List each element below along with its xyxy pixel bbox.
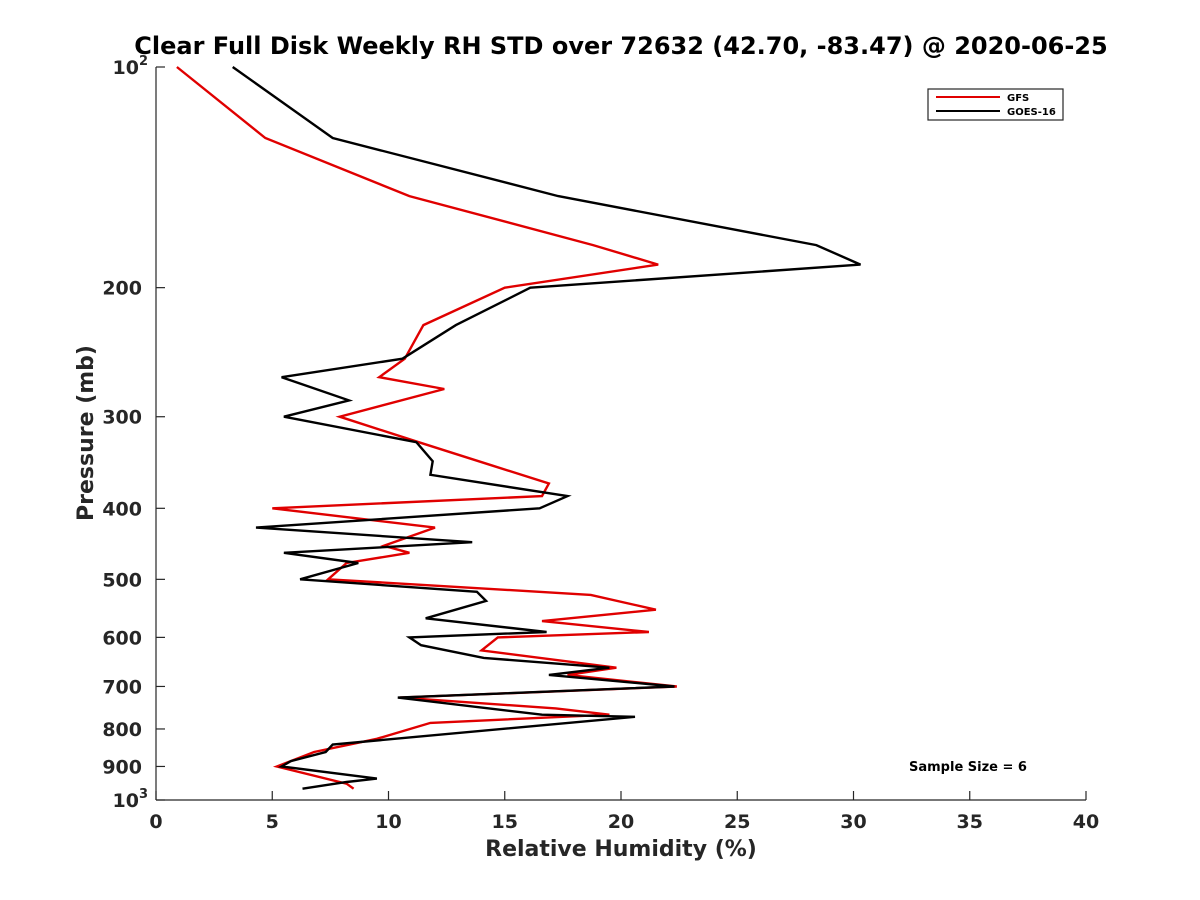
x-ticks: 0 5 10 15 20 25 30 35 40 xyxy=(149,791,1099,833)
series-line-goes16 xyxy=(232,66,861,790)
sample-size-annotation: Sample Size = 6 xyxy=(909,760,1027,775)
series-layer xyxy=(176,66,861,790)
y-tick-label: 700 xyxy=(102,676,142,698)
x-tick-label: 30 xyxy=(840,811,866,833)
legend-label-goes16: GOES-16 xyxy=(1007,107,1056,118)
y-tick-label: 300 xyxy=(102,407,142,429)
y-tick-label: 800 xyxy=(102,719,142,741)
x-axis-label: Relative Humidity (%) xyxy=(485,837,757,862)
legend-box xyxy=(927,88,1064,121)
y-tick-label: 400 xyxy=(102,498,142,520)
x-tick-label: 5 xyxy=(266,811,279,833)
y-tick-label: 600 xyxy=(102,627,142,649)
legend: GFS GOES-16 xyxy=(927,88,1064,121)
y-tick-label: 103 xyxy=(113,787,149,812)
plot-area xyxy=(156,67,1086,800)
x-tick-label: 25 xyxy=(724,811,750,833)
series-line-gfs xyxy=(176,66,677,790)
chart-title: Clear Full Disk Weekly RH STD over 72632… xyxy=(134,32,1107,60)
x-tick-label: 0 xyxy=(149,811,162,833)
axes-background xyxy=(156,67,1086,800)
legend-label-gfs: GFS xyxy=(1007,93,1029,104)
x-tick-label: 15 xyxy=(492,811,518,833)
x-tick-label: 40 xyxy=(1073,811,1099,833)
x-tick-label: 35 xyxy=(957,811,983,833)
y-tick-label: 200 xyxy=(102,278,142,300)
x-tick-label: 10 xyxy=(375,811,401,833)
y-axis-label: Pressure (mb) xyxy=(74,345,99,521)
y-ticks: 102 200 300 400 500 600 700 800 900 103 xyxy=(102,54,165,812)
x-tick-label: 20 xyxy=(608,811,634,833)
y-tick-label: 102 xyxy=(113,54,149,79)
y-tick-label: 900 xyxy=(102,756,142,778)
y-tick-label: 500 xyxy=(102,569,142,591)
